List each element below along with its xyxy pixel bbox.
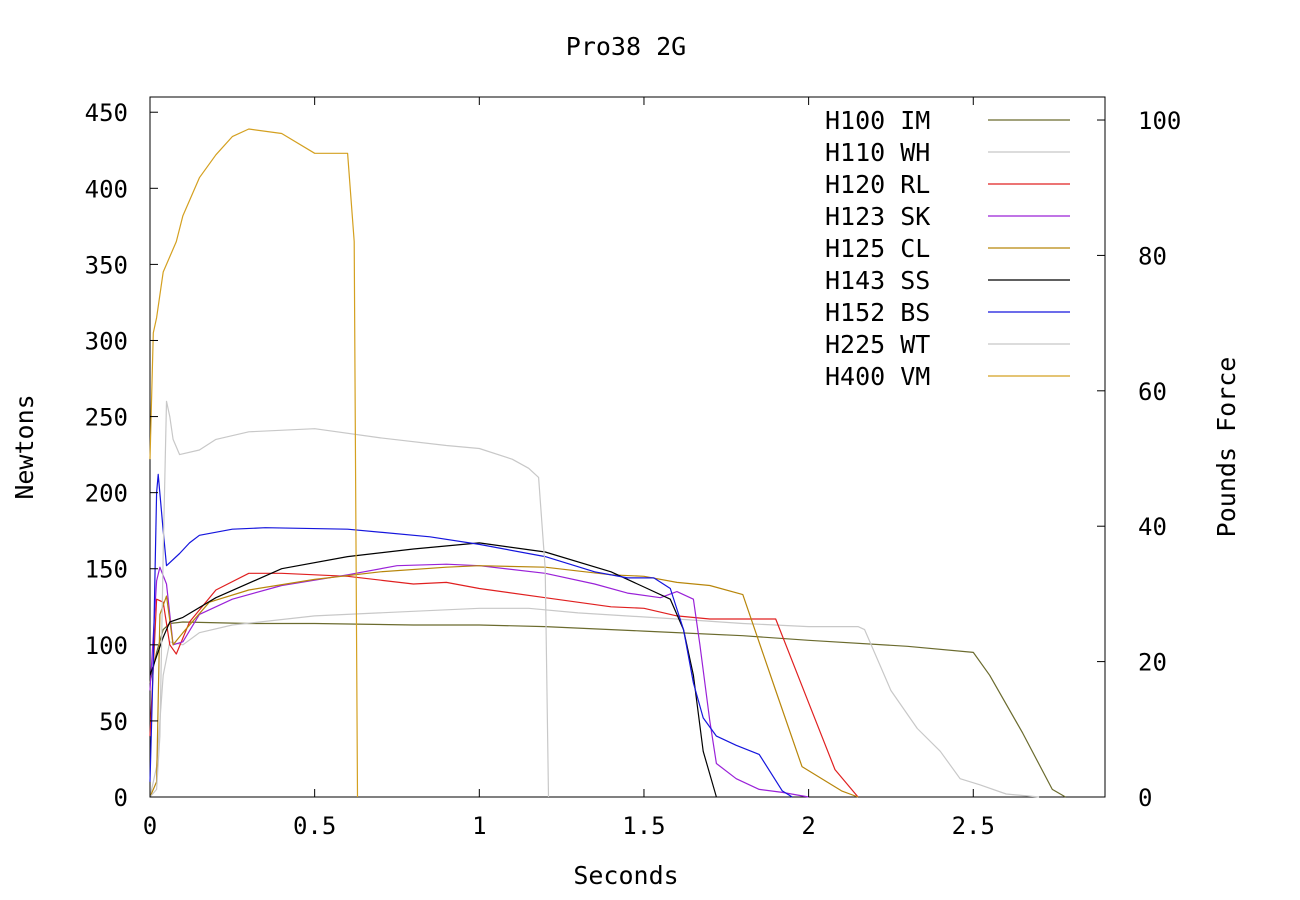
series-line-h125-cl bbox=[149, 565, 859, 798]
axis-layer: 0 0.5 1 1.5 2 2.5 0 50 100 150 200 250 300 350 400 450 0… bbox=[85, 97, 1181, 840]
y-tick-label: 300 bbox=[85, 327, 128, 355]
legend-label-h123-sk: H123 SK bbox=[825, 202, 930, 231]
plot-area bbox=[149, 96, 1106, 798]
legend-label-h120-rl: H120 RL bbox=[825, 170, 930, 199]
x-tick-label: 1.5 bbox=[622, 812, 665, 840]
y-tick-label: 50 bbox=[99, 708, 128, 736]
chart-title: Pro38 2G bbox=[566, 32, 686, 61]
legend-label-h125-cl: H125 CL bbox=[825, 234, 930, 263]
y2-tick-label: 0 bbox=[1138, 784, 1152, 812]
series-line-h110-wh bbox=[149, 607, 1040, 798]
y-tick-label: 0 bbox=[114, 784, 128, 812]
legend-label-h225-wt: H225 WT bbox=[825, 330, 930, 359]
y-tick-label: 350 bbox=[85, 251, 128, 279]
series-line-h143-ss bbox=[149, 542, 717, 798]
y-tick-label: 250 bbox=[85, 404, 128, 432]
y2-tick-label: 60 bbox=[1138, 378, 1167, 406]
series-line-h120-rl bbox=[149, 572, 859, 798]
series-line-h123-sk bbox=[149, 563, 809, 798]
x-axis-title: Seconds bbox=[573, 861, 678, 890]
y-tick-label: 450 bbox=[85, 99, 128, 127]
y-tick-label: 200 bbox=[85, 480, 128, 508]
y-tick-label: 400 bbox=[85, 175, 128, 203]
legend-label-h152-bs: H152 BS bbox=[825, 298, 930, 327]
legend-label-h110-wh: H110 WH bbox=[825, 138, 930, 167]
y2-tick-label: 20 bbox=[1138, 649, 1167, 677]
y2-tick-label: 80 bbox=[1138, 242, 1167, 270]
y-tick-label: 150 bbox=[85, 556, 128, 584]
legend-label-h400-vm: H400 VM bbox=[825, 362, 930, 391]
series-layer bbox=[149, 128, 1066, 798]
y2-axis-title: Pounds Force bbox=[1212, 357, 1241, 538]
y2-tick-label: 100 bbox=[1138, 107, 1181, 135]
legend-label-h143-ss: H143 SS bbox=[825, 266, 930, 295]
series-line-h100-im bbox=[149, 621, 1066, 798]
x-tick-label: 2.5 bbox=[952, 812, 995, 840]
legend: H100 IM H110 WH H120 RL H123 SK H125 CL H143 … bbox=[825, 106, 1070, 391]
x-tick-label: 2 bbox=[801, 812, 815, 840]
y2-tick-label: 40 bbox=[1138, 513, 1167, 541]
legend-label-h100-im: H100 IM bbox=[825, 106, 930, 135]
series-line-h152-bs bbox=[149, 473, 793, 798]
x-tick-label: 0 bbox=[143, 812, 157, 840]
plot-frame bbox=[149, 96, 1106, 798]
x-tick-label: 1 bbox=[472, 812, 486, 840]
x-tick-label: 0.5 bbox=[293, 812, 336, 840]
series-line-h400-vm bbox=[149, 128, 359, 798]
y-axis-title: Newtons bbox=[10, 394, 39, 499]
y-tick-label: 100 bbox=[85, 632, 128, 660]
series-line-h225-wt bbox=[149, 400, 550, 798]
